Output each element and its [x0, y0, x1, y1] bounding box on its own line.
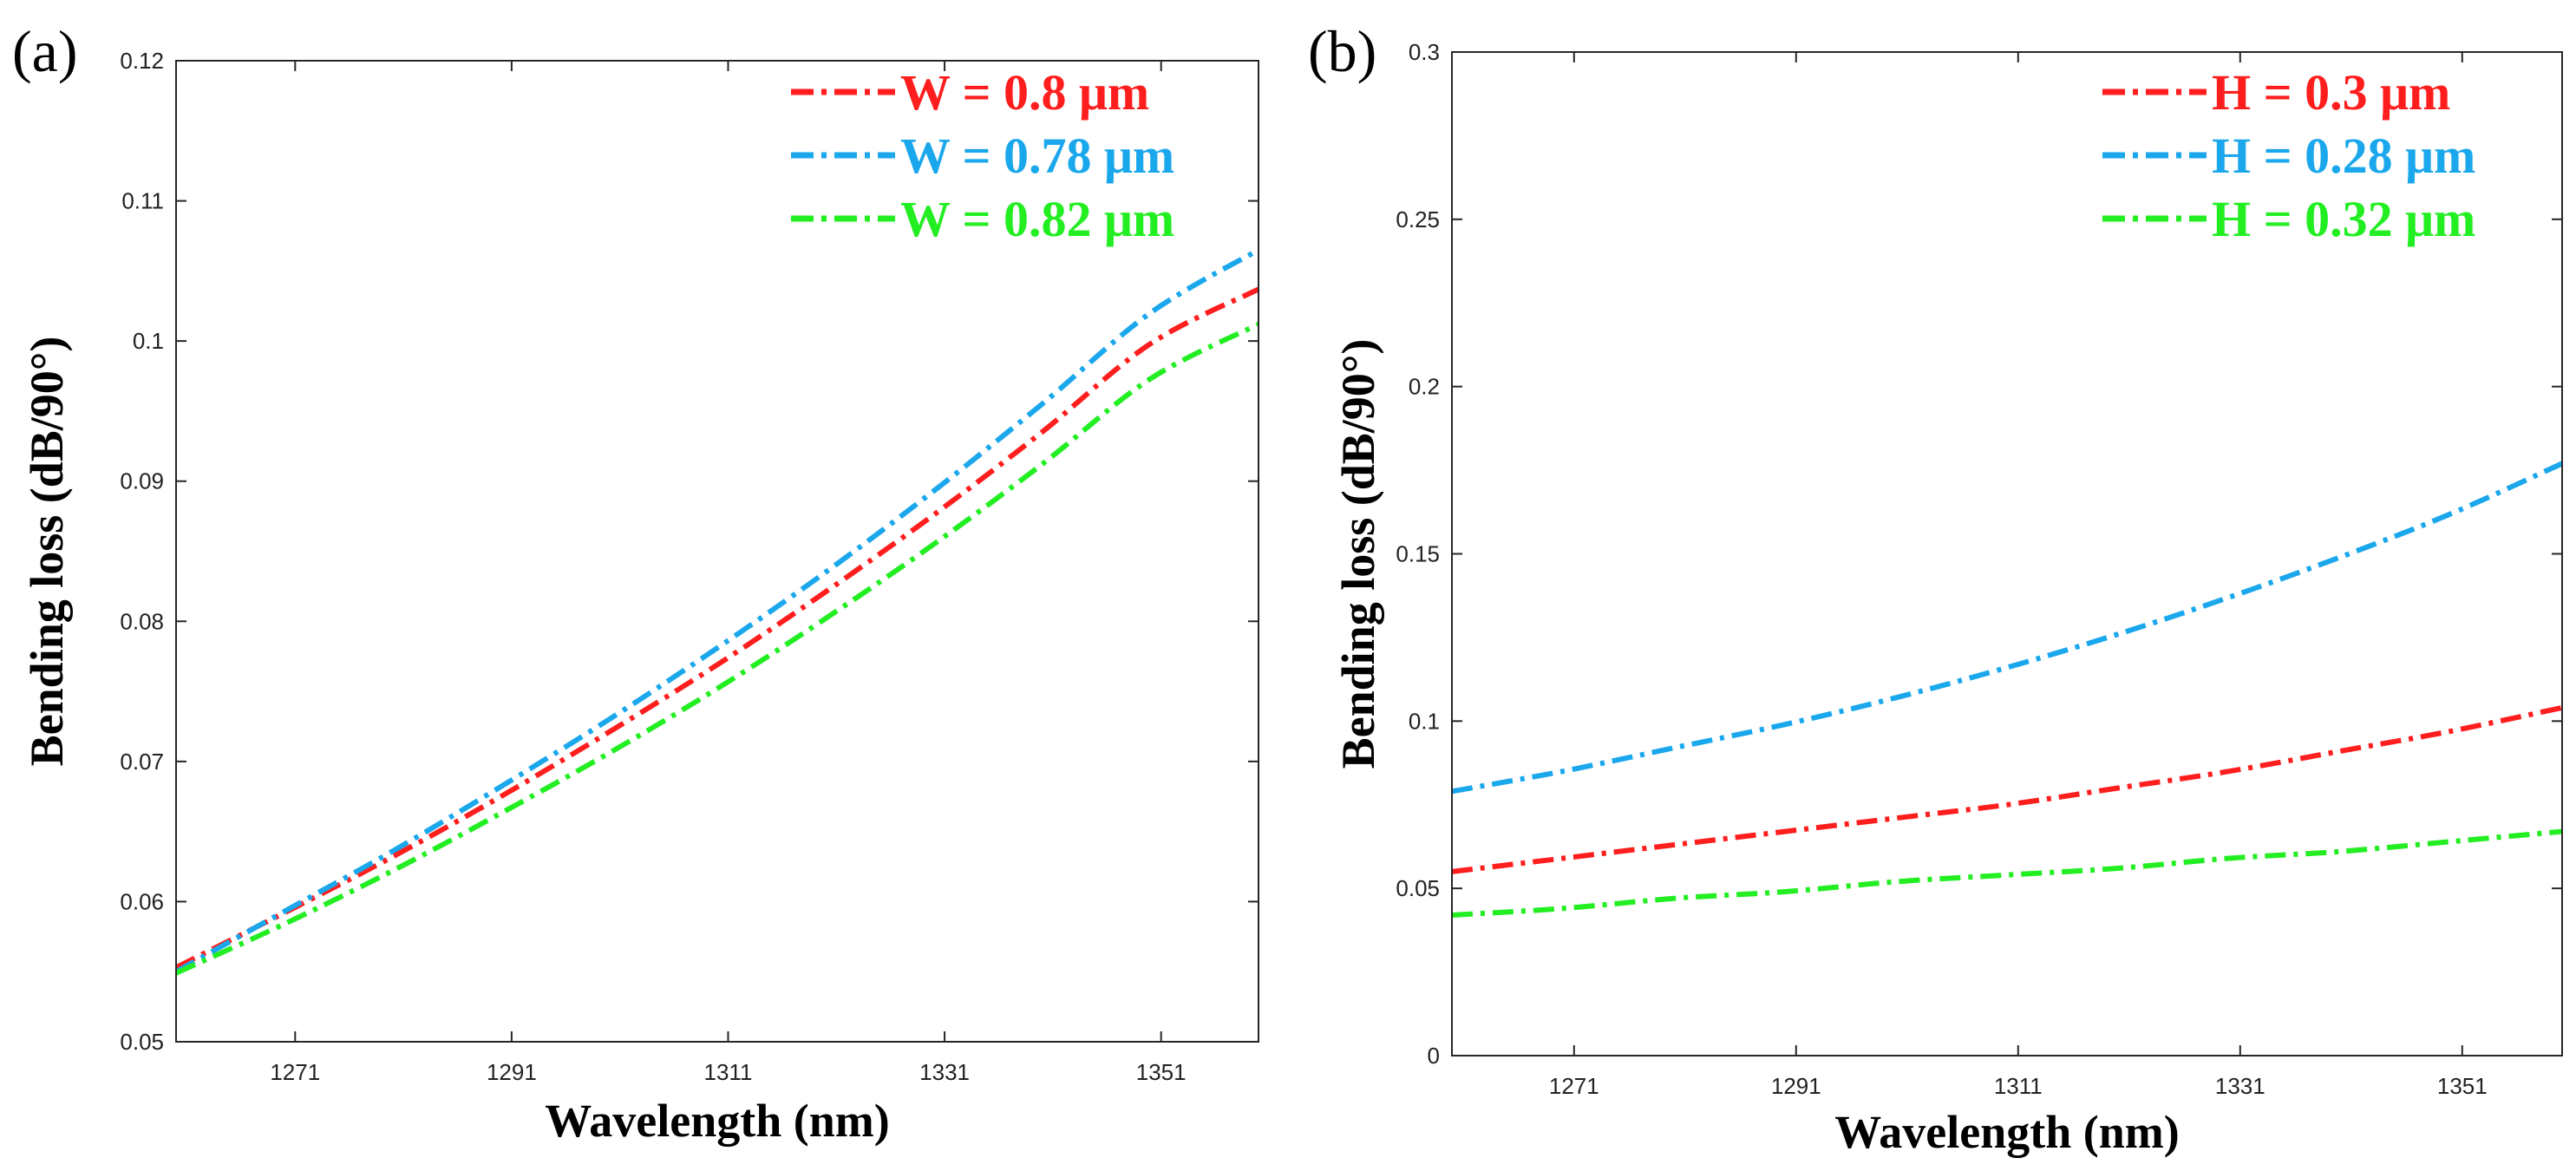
x-tick-label: 1351 [2437, 1073, 2488, 1099]
y-tick-label: 0.09 [120, 468, 164, 494]
y-tick-label: 0.1 [133, 328, 164, 354]
series-line-1 [174, 286, 1260, 971]
legend-label-3: W = 0.82 μm [900, 191, 1174, 247]
x-tick-label: 1291 [1771, 1073, 1821, 1099]
panel-label: (a) [12, 18, 77, 84]
y-tick-label: 0.2 [1409, 374, 1440, 400]
x-tick-label: 1351 [1136, 1059, 1187, 1085]
x-tick-label: 1331 [2215, 1073, 2265, 1099]
series-line-3 [1451, 828, 2563, 918]
y-axis-title: Bending loss (dB/90°) [1332, 339, 1384, 769]
plot-frame [175, 60, 1259, 1043]
legend-label-1: H = 0.3 μm [2212, 64, 2450, 121]
legend-label-2: W = 0.78 μm [900, 128, 1174, 184]
chart-panel-b: (b) 1271 1291 1311 1331 1351 0 0.05 0.1 0.15 0.2 0.… [1308, 18, 2564, 1158]
series-line-3 [174, 322, 1260, 976]
y-tick-label: 0.25 [1396, 206, 1440, 232]
y-tick-label: 0.11 [121, 188, 164, 214]
x-axis-title: Wavelength (nm) [545, 1095, 890, 1147]
panel-label: (b) [1308, 18, 1376, 84]
y-tick-label: 0.05 [1396, 875, 1440, 901]
series-line-2 [1451, 461, 2564, 795]
legend-label-1: W = 0.8 μm [900, 64, 1149, 121]
y-tick-label: 0.12 [120, 48, 164, 74]
legend-label-3: H = 0.32 μm [2212, 191, 2475, 247]
y-tick-label: 0.3 [1409, 39, 1440, 65]
x-tick-label: 1291 [487, 1059, 537, 1085]
y-tick-label: 0.07 [120, 749, 164, 775]
series-line-2 [174, 247, 1260, 974]
y-tick-label: 0.15 [1396, 541, 1440, 567]
y-tick-label: 0.05 [120, 1029, 164, 1055]
x-tick-label: 1311 [704, 1059, 753, 1085]
x-tick-label: 1331 [919, 1059, 970, 1085]
legend: W = 0.8 μm W = 0.78 μm W = 0.82 μm [791, 64, 1174, 247]
y-tick-label: 0 [1428, 1043, 1440, 1069]
y-tick-label: 0.1 [1409, 708, 1440, 734]
x-tick-label: 1271 [270, 1059, 320, 1085]
legend-label-2: H = 0.28 μm [2212, 128, 2475, 184]
legend: H = 0.3 μm H = 0.28 μm H = 0.32 μm [2102, 64, 2475, 247]
y-axis-title: Bending loss (dB/90°) [21, 337, 73, 767]
chart-panel-a: (a) 1271 1291 1311 1331 1351 0.05 0.06 0.07 0.08 0… [12, 18, 1260, 1147]
series-line-1 [1451, 704, 2563, 874]
x-axis-title: Wavelength (nm) [1834, 1106, 2180, 1158]
x-tick-label: 1271 [1549, 1073, 1599, 1099]
y-tick-label: 0.08 [120, 608, 164, 634]
x-tick-label: 1311 [1994, 1073, 2043, 1099]
y-tick-label: 0.06 [120, 888, 164, 914]
